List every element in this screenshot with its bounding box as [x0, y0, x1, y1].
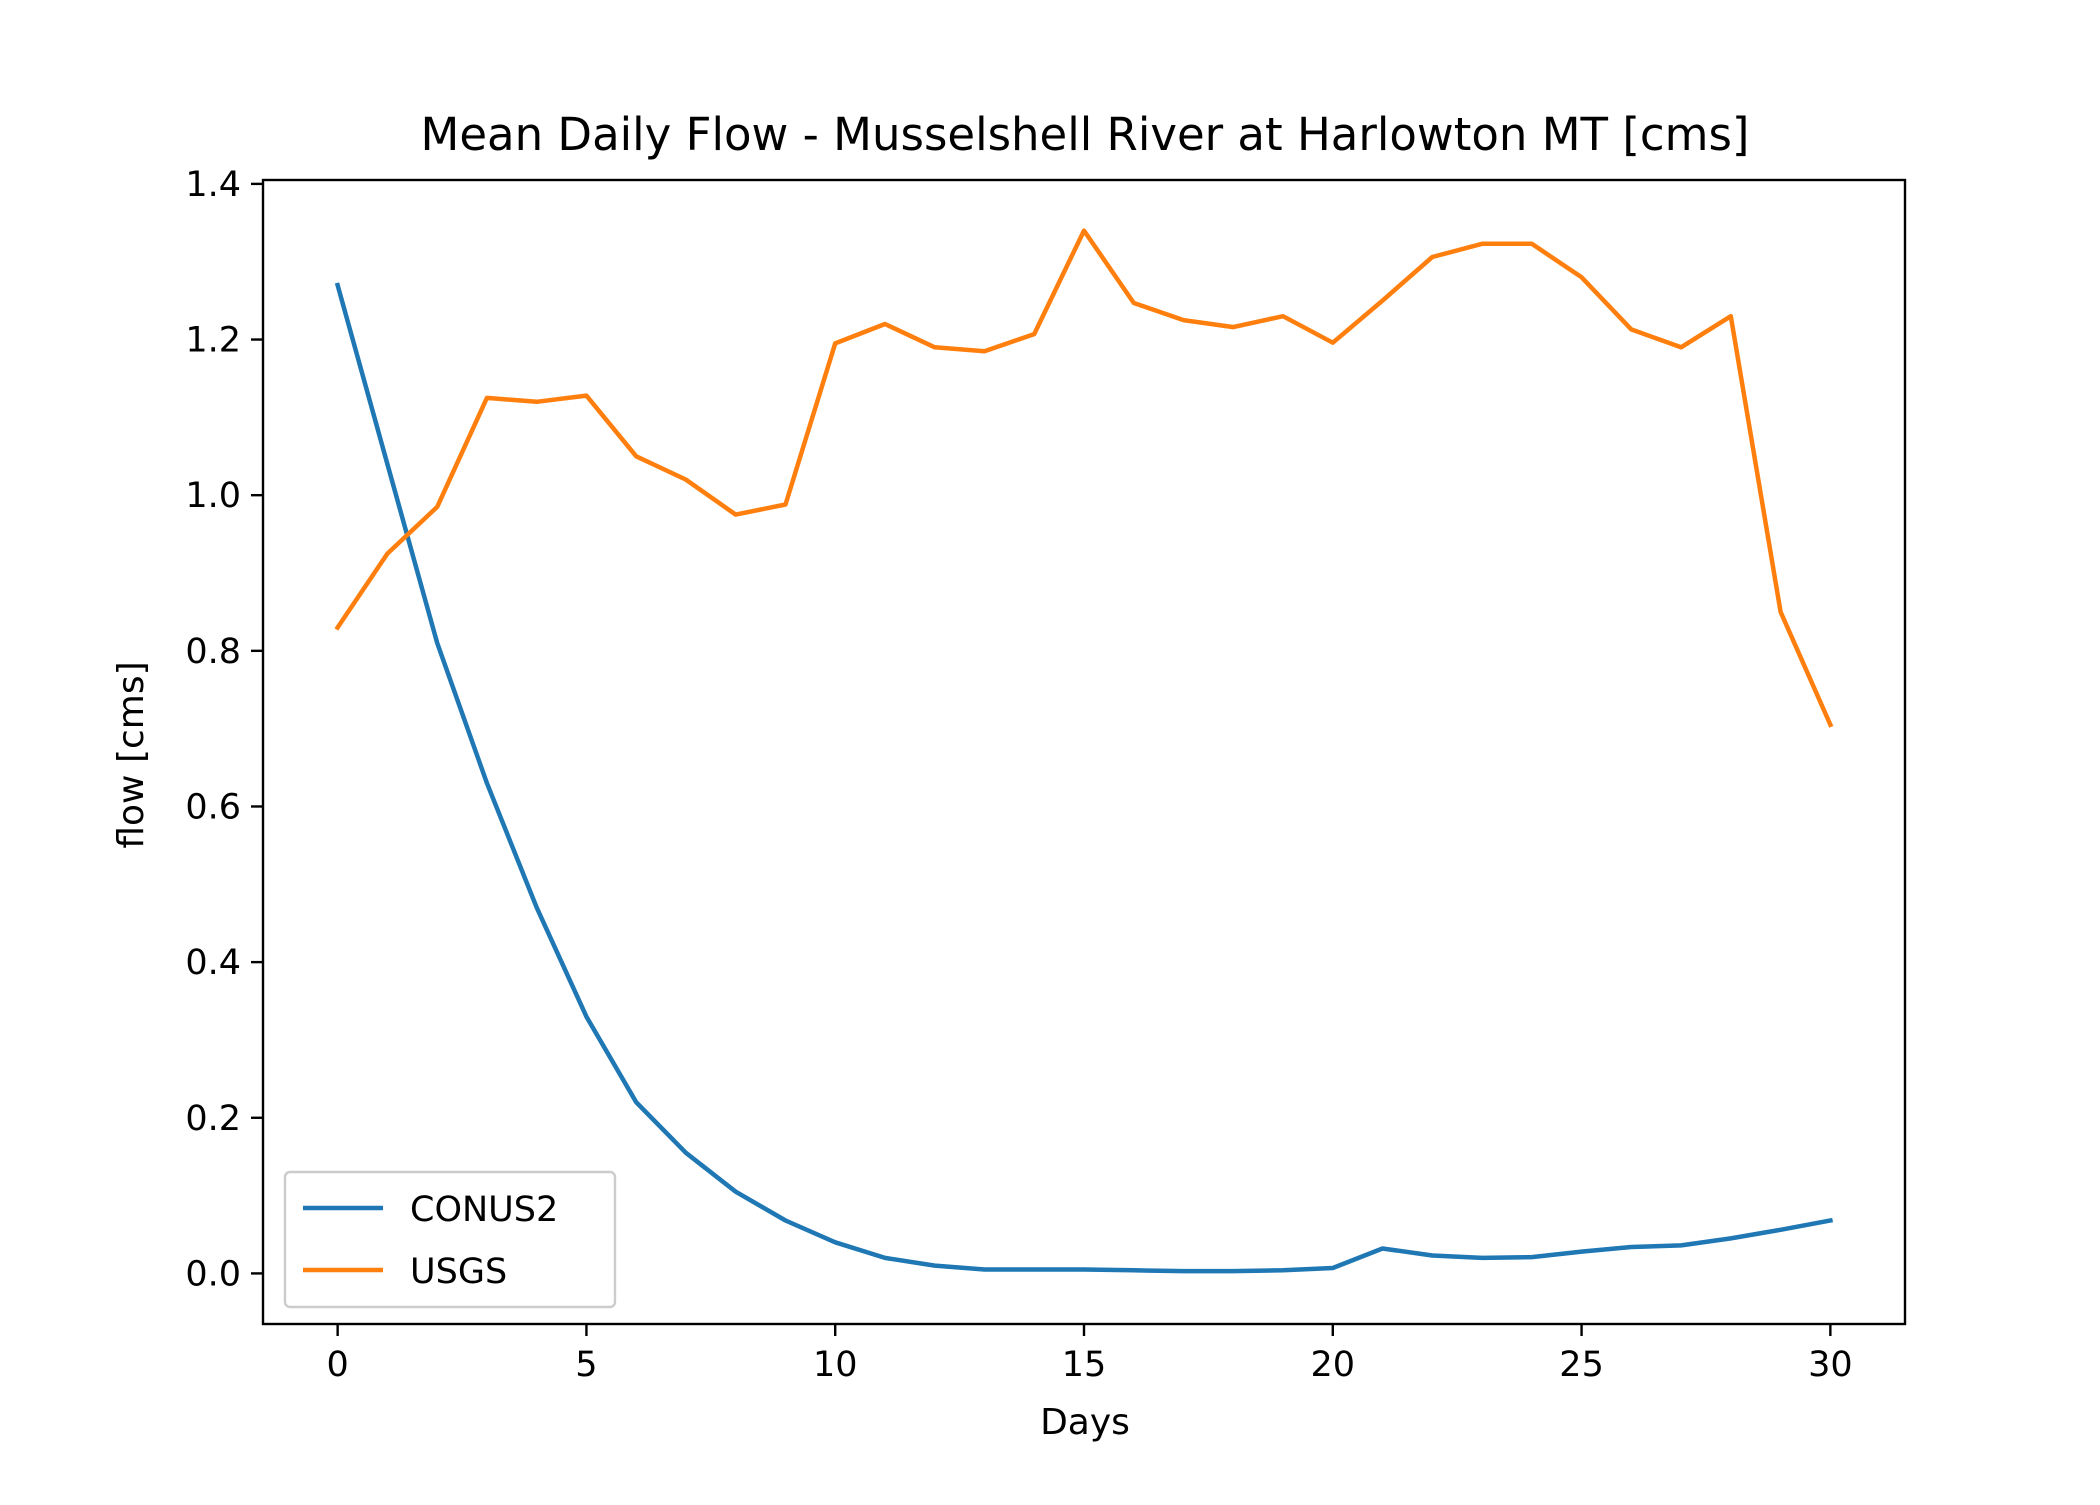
- y-tick-label: 0.0: [185, 1254, 241, 1294]
- x-tick-label: 0: [326, 1345, 348, 1385]
- y-axis-label: flow [cms]: [111, 661, 152, 848]
- x-tick-label: 30: [1808, 1345, 1853, 1385]
- y-tick-label: 1.4: [185, 165, 241, 205]
- x-tick-label: 5: [575, 1345, 597, 1385]
- x-tick-label: 25: [1559, 1345, 1604, 1385]
- series-line-usgs: [334, 228, 1834, 728]
- x-tick-label: 10: [813, 1345, 858, 1385]
- x-tick-label: 15: [1062, 1345, 1107, 1385]
- legend-label-conus2: CONUS2: [410, 1190, 558, 1230]
- legend-label-usgs: USGS: [410, 1252, 507, 1292]
- plot-area: 0 5 10 15 20 25 30 0.0 0.2 0.4 0.6 0.8 1.0 1.2 1.4 CONU…: [185, 165, 1907, 1385]
- y-tick-label: 1.0: [185, 476, 241, 516]
- x-tick-label: 20: [1311, 1345, 1356, 1385]
- chart-title: Mean Daily Flow - Musselshell River at H…: [421, 108, 1750, 161]
- y-tick-label: 0.8: [185, 632, 241, 672]
- y-tick-label: 0.6: [185, 787, 241, 827]
- x-axis-label: Days: [1040, 1402, 1130, 1443]
- y-tick-label: 0.4: [185, 943, 241, 983]
- y-tick-label: 0.2: [185, 1099, 241, 1139]
- y-tick-label: 1.2: [185, 321, 241, 361]
- series-line-conus2: [334, 282, 1834, 1274]
